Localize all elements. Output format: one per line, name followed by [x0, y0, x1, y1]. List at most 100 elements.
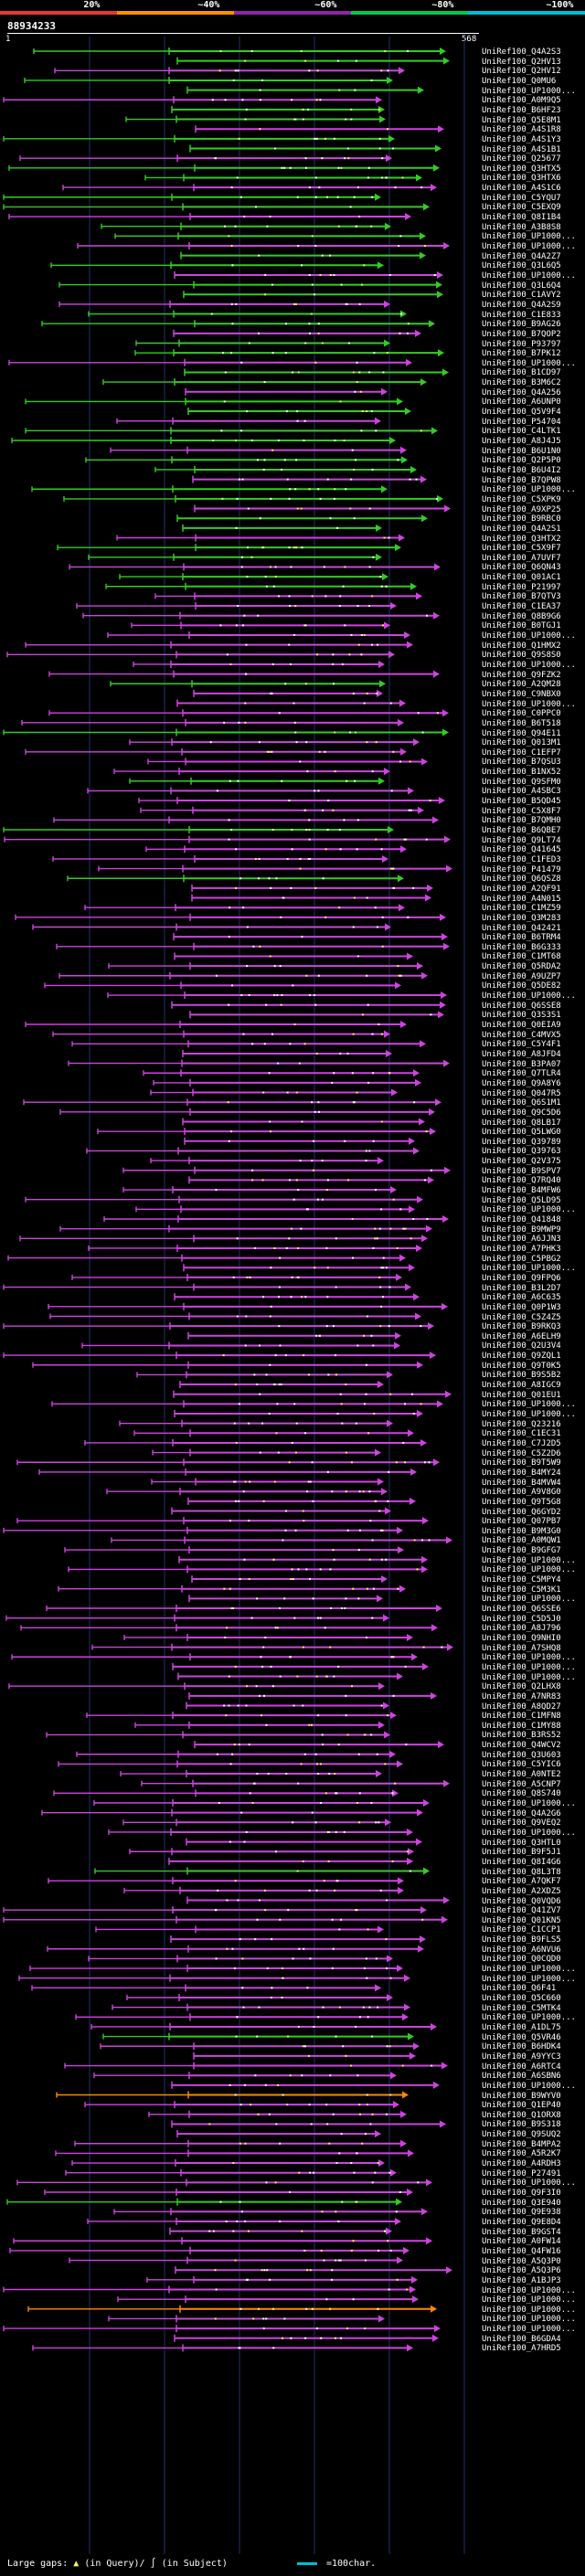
hit-label[interactable]: UniRef100_C1MT68 — [482, 952, 561, 962]
hit-label[interactable]: UniRef100_Q2P5P0 — [482, 456, 561, 466]
hit-label[interactable]: UniRef100_Q9FPQ6 — [482, 1273, 561, 1283]
hit-label[interactable]: UniRef100_C4MVX5 — [482, 1030, 561, 1040]
hit-label[interactable]: UniRef100_A5CNP7 — [482, 1779, 561, 1789]
hit-label[interactable]: UniRef100_Q3U603 — [482, 1750, 561, 1760]
hit-label[interactable]: UniRef100_UP1000... — [482, 485, 576, 495]
hit-label[interactable]: UniRef100_A6C635 — [482, 1293, 561, 1303]
hit-label[interactable]: UniRef100_A4SBC3 — [482, 787, 561, 797]
hit-label[interactable]: UniRef100_Q6QN43 — [482, 563, 561, 573]
hit-label[interactable]: UniRef100_UP1000... — [482, 2295, 576, 2306]
hit-label[interactable]: UniRef100_Q5DE82 — [482, 981, 561, 991]
hit-label[interactable]: UniRef100_Q0EIA9 — [482, 1021, 561, 1030]
hit-label[interactable]: UniRef100_C1EFP7 — [482, 747, 561, 758]
hit-label[interactable]: UniRef100_Q8LB17 — [482, 1118, 561, 1128]
hit-label[interactable]: UniRef100_C1AVY2 — [482, 291, 561, 301]
hit-label[interactable]: UniRef100_B9WYV0 — [482, 2091, 561, 2101]
hit-label[interactable]: UniRef100_C5Y4F1 — [482, 1040, 561, 1050]
hit-label[interactable]: UniRef100_Q23216 — [482, 1419, 561, 1429]
hit-label[interactable]: UniRef100_A4RDH3 — [482, 2159, 561, 2169]
hit-label[interactable]: UniRef100_UP1000... — [482, 1400, 576, 1410]
hit-label[interactable]: UniRef100_C5D5J0 — [482, 1614, 561, 1624]
hit-label[interactable]: UniRef100_B3PA07 — [482, 1059, 561, 1069]
hit-label[interactable]: UniRef100_B6U4I2 — [482, 465, 561, 475]
hit-label[interactable]: UniRef100_Q5V9F4 — [482, 408, 561, 418]
hit-label[interactable]: UniRef100_C5X8F7 — [482, 806, 561, 816]
hit-label[interactable]: UniRef100_B9RKQ3 — [482, 1322, 561, 1332]
hit-label[interactable]: UniRef100_Q2LHX8 — [482, 1682, 561, 1692]
hit-label[interactable]: UniRef100_Q8B9G6 — [482, 611, 561, 621]
hit-label[interactable]: UniRef100_A7UVF7 — [482, 553, 561, 563]
hit-label[interactable]: UniRef100_A9V8G0 — [482, 1488, 561, 1498]
hit-label[interactable]: UniRef100_A1BJP3 — [482, 2275, 561, 2285]
hit-label[interactable]: UniRef100_B6U1N0 — [482, 446, 561, 456]
hit-label[interactable]: UniRef100_A7HRD5 — [482, 2344, 561, 2354]
hit-label[interactable]: UniRef100_Q9NHI0 — [482, 1633, 561, 1643]
hit-label[interactable]: UniRef100_B6TRM4 — [482, 933, 561, 943]
hit-label[interactable]: UniRef100_Q94E11 — [482, 728, 561, 738]
hit-label[interactable]: UniRef100_B5QD45 — [482, 797, 561, 807]
hit-label[interactable]: UniRef100_UP1000... — [482, 660, 576, 670]
hit-label[interactable]: UniRef100_Q9E8D4 — [482, 2217, 561, 2227]
hit-label[interactable]: UniRef100_C1MFN8 — [482, 1712, 561, 1722]
hit-label[interactable]: UniRef100_Q0CQD0 — [482, 1955, 561, 1965]
hit-label[interactable]: UniRef100_A0FW14 — [482, 2237, 561, 2247]
hit-label[interactable]: UniRef100_C5Z4Z5 — [482, 1312, 561, 1322]
hit-label[interactable]: UniRef100_Q8I1B4 — [482, 213, 561, 223]
hit-label[interactable]: UniRef100_A5Q3P6 — [482, 2266, 561, 2276]
hit-label[interactable]: UniRef100_B6QBE7 — [482, 826, 561, 835]
hit-label[interactable]: UniRef100_UP1000... — [482, 2013, 576, 2023]
hit-label[interactable]: UniRef100_Q3L6Q5 — [482, 261, 561, 271]
hit-label[interactable]: UniRef100_UP1000... — [482, 699, 576, 709]
hit-label[interactable]: UniRef100_UP1000... — [482, 1205, 576, 1215]
hit-label[interactable]: UniRef100_C1MY88 — [482, 1721, 561, 1731]
hit-label[interactable]: UniRef100_A6RTC4 — [482, 2062, 561, 2072]
hit-label[interactable]: UniRef100_B3M6C2 — [482, 378, 561, 388]
hit-label[interactable]: UniRef100_Q9A8Y6 — [482, 1078, 561, 1088]
hit-label[interactable]: UniRef100_C1EC31 — [482, 1429, 561, 1439]
hit-label[interactable]: UniRef100_A6NVU6 — [482, 1945, 561, 1955]
hit-label[interactable]: UniRef100_A9YYC3 — [482, 2051, 561, 2062]
hit-label[interactable]: UniRef100_B6HDK4 — [482, 2042, 561, 2052]
hit-label[interactable]: UniRef100_C5MPY4 — [482, 1575, 561, 1585]
hit-label[interactable]: UniRef100_C9NBX0 — [482, 689, 561, 699]
hit-label[interactable]: UniRef100_Q5VR46 — [482, 2032, 561, 2042]
hit-label[interactable]: UniRef100_B1CD97 — [482, 368, 561, 378]
hit-label[interactable]: UniRef100_UP1000... — [482, 1410, 576, 1419]
hit-label[interactable]: UniRef100_Q9FZK2 — [482, 670, 561, 680]
hit-label[interactable]: UniRef100_UP1000... — [482, 1662, 576, 1672]
hit-label[interactable]: UniRef100_Q07PB7 — [482, 1517, 561, 1527]
hit-label[interactable]: UniRef100_UP1000... — [482, 1965, 576, 1975]
hit-label[interactable]: UniRef100_Q0VQD6 — [482, 1896, 561, 1906]
hit-label[interactable]: UniRef100_Q9T5G8 — [482, 1497, 561, 1507]
hit-label[interactable]: UniRef100_Q9VEQ2 — [482, 1818, 561, 1829]
hit-label[interactable]: UniRef100_A7SHQ8 — [482, 1643, 561, 1653]
hit-label[interactable]: UniRef100_A6ELH9 — [482, 1331, 561, 1341]
hit-label[interactable]: UniRef100_A0MQW1 — [482, 1536, 561, 1546]
hit-label[interactable]: UniRef100_Q3HTX2 — [482, 534, 561, 544]
hit-label[interactable]: UniRef100_A6UNP0 — [482, 398, 561, 408]
hit-label[interactable]: UniRef100_C5X9F7 — [482, 544, 561, 554]
hit-label[interactable]: UniRef100_B9S318 — [482, 2120, 561, 2130]
hit-label[interactable]: UniRef100_B7QPW8 — [482, 475, 561, 485]
hit-label[interactable]: UniRef100_A8JFD4 — [482, 1049, 561, 1059]
hit-label[interactable]: UniRef100_Q3HTX6 — [482, 174, 561, 184]
hit-label[interactable]: UniRef100_B3L2D7 — [482, 1283, 561, 1293]
hit-label[interactable]: UniRef100_UP1000... — [482, 1555, 576, 1565]
hit-label[interactable]: UniRef100_Q42421 — [482, 923, 561, 933]
hit-label[interactable]: UniRef100_UP1000... — [482, 1799, 576, 1808]
hit-label[interactable]: UniRef100_B9FLS5 — [482, 1935, 561, 1945]
hit-label[interactable]: UniRef100_Q2HV12 — [482, 67, 561, 77]
hit-label[interactable]: UniRef100_Q4A2S9 — [482, 300, 561, 310]
hit-label[interactable]: UniRef100_A4S1B1 — [482, 144, 561, 154]
hit-label[interactable]: UniRef100_A3B8S8 — [482, 222, 561, 232]
hit-label[interactable]: UniRef100_A4N015 — [482, 894, 561, 904]
hit-label[interactable]: UniRef100_P27491 — [482, 2168, 561, 2178]
hit-label[interactable]: UniRef100_Q8S740 — [482, 1789, 561, 1799]
hit-label[interactable]: UniRef100_A8QD27 — [482, 1701, 561, 1712]
hit-label[interactable]: UniRef100_A2QM28 — [482, 680, 561, 690]
hit-label[interactable]: UniRef100_Q01AC1 — [482, 573, 561, 583]
hit-label[interactable]: UniRef100_Q4A2Z7 — [482, 251, 561, 261]
hit-label[interactable]: UniRef100_B6HF23 — [482, 105, 561, 115]
hit-label[interactable]: UniRef100_A2QF91 — [482, 884, 561, 894]
hit-label[interactable]: UniRef100_C5Z2D6 — [482, 1448, 561, 1458]
